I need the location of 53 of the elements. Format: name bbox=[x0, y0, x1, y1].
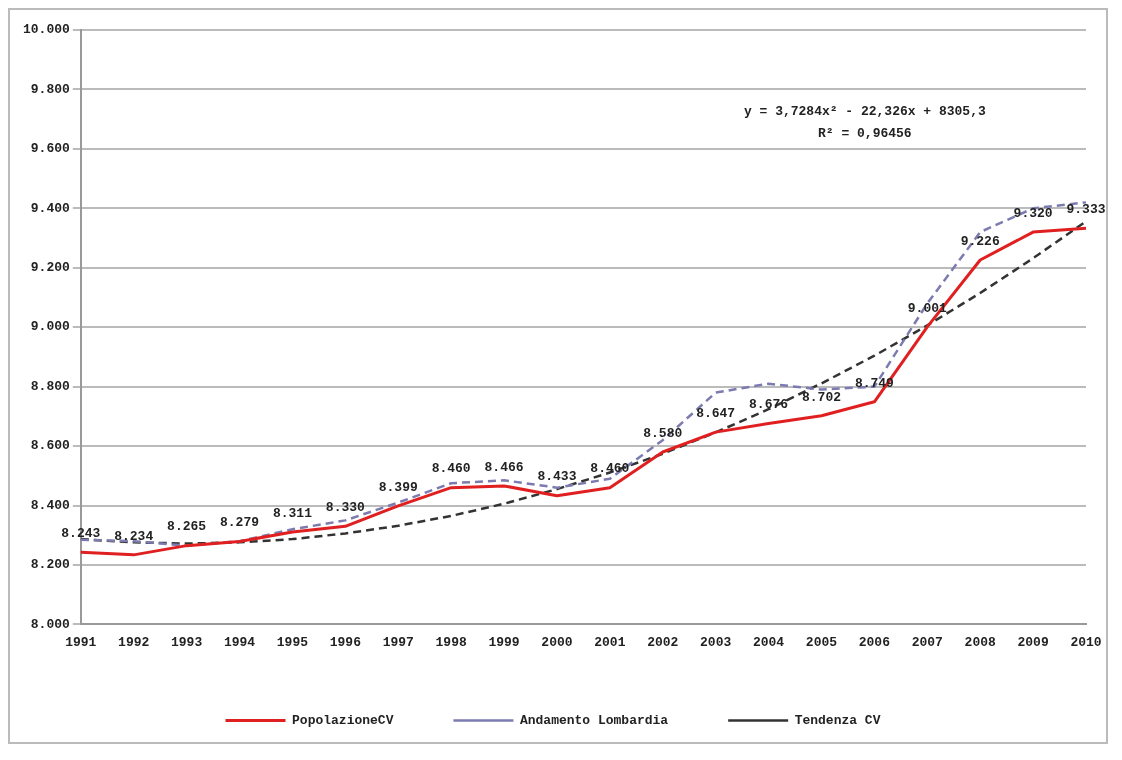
y-tick-label: 9.400 bbox=[30, 200, 70, 216]
data-label: 8.460 bbox=[431, 461, 471, 477]
y-tick-label: 8.000 bbox=[30, 616, 70, 632]
x-tick-label: 1995 bbox=[276, 635, 309, 651]
data-label: 8.279 bbox=[220, 515, 260, 531]
x-tick-label: 2009 bbox=[1017, 635, 1049, 651]
x-tick-label: 1998 bbox=[435, 635, 467, 651]
data-label: 8.243 bbox=[61, 525, 101, 541]
data-label: 9.320 bbox=[1013, 205, 1053, 221]
x-tick-label: 1996 bbox=[329, 635, 362, 651]
data-label: 8.399 bbox=[378, 479, 418, 495]
y-tick-label: 9.000 bbox=[30, 319, 70, 335]
x-tick-label: 1994 bbox=[223, 635, 256, 651]
data-label: 9.333 bbox=[1066, 202, 1106, 218]
data-label: 8.330 bbox=[325, 500, 366, 516]
data-label: 8.466 bbox=[484, 459, 524, 475]
data-label: 8.702 bbox=[801, 389, 842, 405]
x-tick-label: 2002 bbox=[647, 635, 679, 651]
x-tick-label: 2007 bbox=[911, 635, 943, 651]
y-tick-label: 10.000 bbox=[23, 22, 70, 38]
x-tick-label: 2004 bbox=[752, 635, 785, 651]
y-tick-label: 8.400 bbox=[30, 497, 70, 513]
x-tick-label: 1999 bbox=[488, 635, 520, 651]
y-tick-label: 8.800 bbox=[30, 378, 70, 394]
x-tick-label: 2005 bbox=[805, 635, 838, 651]
x-tick-label: 1992 bbox=[118, 635, 150, 651]
data-label: 8.311 bbox=[272, 505, 313, 521]
y-tick-label: 8.600 bbox=[30, 438, 70, 454]
x-tick-label: 2003 bbox=[700, 635, 732, 651]
x-tick-label: 2000 bbox=[541, 635, 573, 651]
x-tick-label: 2001 bbox=[594, 635, 626, 651]
y-tick-label: 8.200 bbox=[30, 557, 70, 573]
x-tick-label: 2006 bbox=[858, 635, 891, 651]
data-label: 9.226 bbox=[960, 233, 1000, 249]
x-tick-label: 1991 bbox=[65, 635, 97, 651]
x-tick-label: 2010 bbox=[1070, 635, 1102, 651]
y-tick-label: 9.800 bbox=[30, 81, 70, 97]
y-tick-label: 9.600 bbox=[30, 141, 70, 157]
y-tick-label: 9.200 bbox=[30, 260, 70, 276]
legend-label: PopolazioneCV bbox=[292, 712, 394, 728]
data-label: 8.580 bbox=[643, 425, 683, 441]
x-tick-label: 2008 bbox=[964, 635, 996, 651]
data-label: 8.433 bbox=[537, 469, 577, 485]
legend-label: Tendenza CV bbox=[794, 712, 881, 728]
data-label: 8.234 bbox=[114, 528, 154, 544]
data-label: 8.265 bbox=[167, 519, 207, 535]
legend-label: Andamento Lombardia bbox=[519, 712, 669, 728]
data-label: 8.647 bbox=[696, 405, 736, 421]
annotation: R² = 0,96456 bbox=[818, 125, 912, 141]
x-tick-label: 1997 bbox=[382, 635, 414, 651]
x-tick-label: 1993 bbox=[171, 635, 203, 651]
data-label: 8.676 bbox=[749, 397, 789, 413]
annotation: y = 3,7284x² - 22,326x + 8305,3 bbox=[743, 103, 986, 119]
